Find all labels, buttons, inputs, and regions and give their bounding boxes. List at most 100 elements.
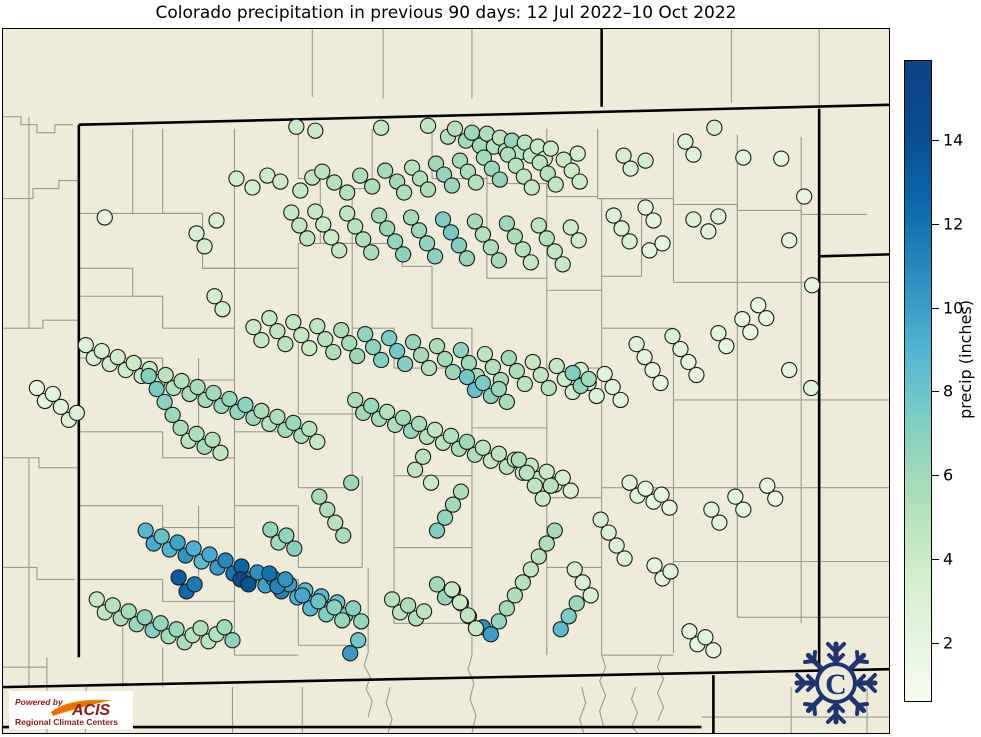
- station-marker[interactable]: [386, 233, 404, 250]
- station-marker[interactable]: [781, 361, 798, 379]
- station-marker[interactable]: [157, 366, 174, 384]
- station-marker[interactable]: [153, 528, 170, 545]
- station-marker[interactable]: [569, 145, 586, 162]
- station-marker[interactable]: [253, 331, 270, 349]
- station-marker[interactable]: [104, 597, 121, 614]
- station-marker[interactable]: [363, 397, 380, 415]
- station-marker[interactable]: [285, 314, 302, 331]
- station-marker[interactable]: [261, 565, 278, 582]
- station-marker[interactable]: [646, 557, 663, 574]
- station-marker[interactable]: [711, 514, 728, 531]
- station-marker[interactable]: [498, 393, 515, 411]
- station-marker[interactable]: [555, 151, 572, 168]
- station-marker[interactable]: [261, 310, 278, 327]
- station-marker[interactable]: [212, 444, 229, 461]
- station-marker[interactable]: [531, 154, 548, 171]
- station-marker[interactable]: [168, 621, 185, 638]
- station-marker[interactable]: [705, 642, 722, 659]
- station-marker[interactable]: [706, 119, 723, 136]
- station-marker[interactable]: [530, 217, 547, 234]
- station-marker[interactable]: [323, 229, 340, 246]
- station-marker[interactable]: [293, 327, 310, 344]
- station-marker[interactable]: [208, 212, 225, 229]
- station-marker[interactable]: [796, 188, 813, 205]
- station-marker[interactable]: [426, 248, 444, 265]
- station-marker[interactable]: [428, 337, 446, 355]
- station-marker[interactable]: [396, 355, 414, 373]
- station-marker[interactable]: [412, 346, 430, 364]
- station-marker[interactable]: [205, 384, 222, 402]
- station-marker[interactable]: [373, 119, 390, 136]
- station-marker[interactable]: [450, 237, 468, 254]
- station-marker[interactable]: [645, 212, 662, 229]
- station-marker[interactable]: [498, 215, 515, 232]
- station-marker[interactable]: [685, 146, 702, 163]
- station-marker[interactable]: [327, 514, 344, 531]
- station-marker[interactable]: [291, 217, 308, 234]
- station-marker[interactable]: [283, 204, 300, 221]
- station-marker[interactable]: [522, 561, 539, 578]
- station-marker[interactable]: [379, 403, 396, 421]
- station-marker[interactable]: [269, 408, 286, 426]
- station-marker[interactable]: [742, 324, 759, 341]
- station-marker[interactable]: [474, 439, 492, 456]
- station-marker[interactable]: [262, 521, 279, 538]
- station-marker[interactable]: [510, 451, 527, 468]
- station-marker[interactable]: [436, 350, 454, 368]
- station-marker[interactable]: [339, 184, 356, 201]
- station-marker[interactable]: [542, 140, 559, 157]
- station-marker[interactable]: [538, 535, 555, 552]
- station-marker[interactable]: [244, 179, 261, 196]
- station-marker[interactable]: [192, 620, 209, 637]
- station-markers-layer[interactable]: [28, 117, 821, 662]
- station-marker[interactable]: [148, 380, 165, 398]
- station-marker[interactable]: [621, 233, 638, 250]
- station-marker[interactable]: [288, 118, 305, 135]
- station-marker[interactable]: [664, 328, 681, 345]
- station-marker[interactable]: [388, 342, 406, 360]
- station-marker[interactable]: [442, 427, 460, 444]
- station-marker[interactable]: [688, 366, 705, 384]
- station-marker[interactable]: [475, 149, 493, 166]
- station-marker[interactable]: [253, 402, 270, 420]
- station-marker[interactable]: [170, 569, 187, 586]
- station-marker[interactable]: [547, 176, 564, 193]
- station-marker[interactable]: [515, 168, 532, 185]
- station-marker[interactable]: [434, 211, 452, 228]
- station-marker[interactable]: [628, 335, 645, 353]
- station-marker[interactable]: [411, 170, 429, 187]
- station-marker[interactable]: [476, 345, 494, 363]
- station-marker[interactable]: [612, 391, 629, 409]
- station-marker[interactable]: [605, 207, 622, 224]
- station-marker[interactable]: [466, 213, 484, 230]
- station-marker[interactable]: [349, 347, 366, 365]
- station-marker[interactable]: [681, 623, 698, 640]
- station-marker[interactable]: [307, 203, 324, 220]
- station-marker[interactable]: [490, 613, 508, 630]
- station-marker[interactable]: [269, 323, 286, 340]
- station-marker[interactable]: [490, 445, 508, 462]
- station-marker[interactable]: [325, 343, 342, 361]
- station-marker[interactable]: [661, 499, 678, 516]
- station-marker[interactable]: [568, 595, 585, 612]
- station-marker[interactable]: [524, 353, 541, 371]
- station-marker[interactable]: [414, 448, 432, 465]
- station-marker[interactable]: [380, 329, 398, 347]
- station-marker[interactable]: [451, 152, 469, 169]
- station-marker[interactable]: [294, 587, 311, 604]
- station-marker[interactable]: [435, 166, 453, 183]
- station-marker[interactable]: [523, 179, 540, 196]
- station-marker[interactable]: [345, 600, 362, 617]
- station-marker[interactable]: [652, 374, 669, 392]
- station-marker[interactable]: [727, 488, 744, 505]
- station-marker[interactable]: [588, 387, 605, 405]
- station-marker[interactable]: [482, 239, 500, 256]
- station-marker[interactable]: [436, 509, 454, 526]
- station-marker[interactable]: [574, 574, 591, 591]
- station-marker[interactable]: [767, 490, 784, 507]
- station-marker[interactable]: [185, 540, 202, 557]
- station-marker[interactable]: [399, 597, 417, 614]
- station-marker[interactable]: [206, 288, 223, 305]
- station-marker[interactable]: [292, 182, 309, 199]
- station-marker[interactable]: [335, 527, 352, 544]
